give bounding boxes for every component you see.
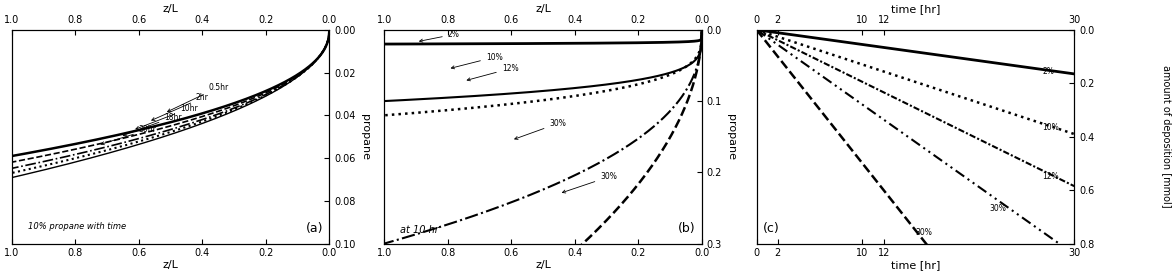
Text: 12%: 12% bbox=[468, 64, 518, 81]
Text: 0.5hr: 0.5hr bbox=[168, 83, 229, 112]
Text: (c): (c) bbox=[763, 222, 780, 235]
Y-axis label: propane: propane bbox=[726, 114, 736, 160]
Text: at 10 hr: at 10 hr bbox=[400, 225, 438, 235]
X-axis label: z/L: z/L bbox=[535, 4, 551, 14]
Text: 2%: 2% bbox=[1042, 67, 1054, 76]
Y-axis label: amount of deposition [mmol]: amount of deposition [mmol] bbox=[1161, 65, 1170, 208]
Text: 30%: 30% bbox=[915, 229, 932, 237]
Y-axis label: propane: propane bbox=[360, 114, 370, 160]
X-axis label: time [hr]: time [hr] bbox=[891, 4, 940, 14]
Text: (b): (b) bbox=[678, 222, 696, 235]
X-axis label: z/L: z/L bbox=[162, 4, 179, 14]
Text: 10hr: 10hr bbox=[136, 104, 197, 129]
Text: 2%: 2% bbox=[419, 30, 459, 42]
Text: 30%: 30% bbox=[563, 172, 617, 193]
Text: 30%: 30% bbox=[989, 204, 1007, 213]
X-axis label: time [hr]: time [hr] bbox=[891, 260, 940, 270]
Text: (a): (a) bbox=[306, 222, 323, 235]
Text: 18hr: 18hr bbox=[123, 113, 182, 136]
Text: 12%: 12% bbox=[1042, 172, 1059, 181]
Text: 2hr: 2hr bbox=[152, 93, 209, 120]
X-axis label: z/L: z/L bbox=[535, 260, 551, 270]
Text: 10%: 10% bbox=[1042, 123, 1059, 132]
Text: 10%: 10% bbox=[451, 53, 503, 69]
X-axis label: z/L: z/L bbox=[162, 260, 179, 270]
Text: 30%: 30% bbox=[515, 119, 566, 139]
Text: 10% propane with time: 10% propane with time bbox=[28, 222, 126, 231]
Text: 30hr: 30hr bbox=[101, 125, 156, 145]
